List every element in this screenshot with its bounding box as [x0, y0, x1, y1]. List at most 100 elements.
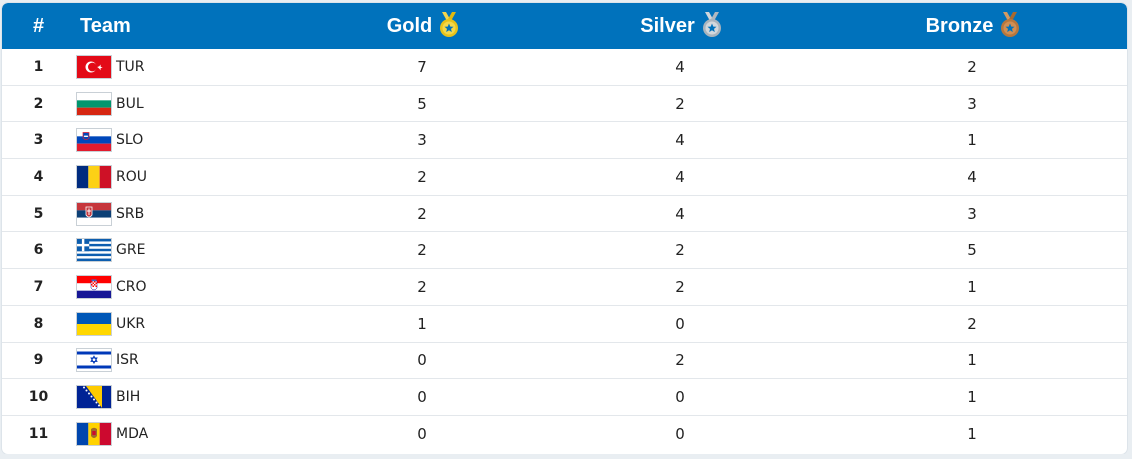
rank-cell: 2	[33, 95, 44, 112]
bronze-count: 1	[967, 388, 977, 407]
team-cell: ROU	[75, 165, 305, 188]
header-rank: #	[32, 14, 45, 37]
rank-cell: 10	[28, 389, 49, 406]
header-gold: Gold	[307, 12, 541, 39]
rank-cell: 4	[33, 168, 44, 185]
flag-israel-icon	[77, 349, 111, 372]
team-code: GRE	[116, 242, 146, 259]
flag-bosnia-icon	[77, 386, 111, 409]
silver-count: 0	[675, 388, 685, 407]
header-team-label: Team	[80, 14, 131, 37]
table-row[interactable]: 1 TUR 7 4 2	[2, 49, 1127, 86]
gold-count: 2	[417, 204, 427, 223]
team-cell: SLO	[75, 129, 305, 152]
gold-count: 2	[417, 167, 427, 186]
header-silver: Silver	[541, 12, 823, 39]
rank-cell: 6	[33, 242, 44, 259]
gold-medal-icon	[440, 12, 459, 37]
team-cell: GRE	[75, 239, 305, 262]
table-row[interactable]: 2 BUL 5 2 3	[2, 86, 1127, 123]
table-row[interactable]: 5 SRB 2 4 3	[2, 196, 1127, 233]
silver-count: 2	[675, 241, 685, 260]
table-row[interactable]: 3 SLO 3 4 1	[2, 122, 1127, 160]
team-cell: UKR	[75, 312, 305, 335]
silver-count: 4	[675, 204, 685, 223]
flag-romania-icon	[77, 165, 111, 188]
team-code: MDA	[116, 426, 149, 443]
team-cell: BIH	[75, 386, 305, 409]
silver-count: 2	[675, 277, 685, 296]
rank-cell: 5	[33, 205, 44, 222]
team-cell: MDA	[75, 423, 305, 446]
silver-count: 2	[675, 94, 685, 113]
gold-count: 2	[417, 277, 427, 296]
gold-count: 2	[417, 241, 427, 260]
gold-count: 0	[417, 351, 427, 370]
gold-count: 0	[417, 425, 427, 444]
table-row[interactable]: 11 MDA 0 0 1	[2, 416, 1127, 453]
table-row[interactable]: 10 BIH 0 0 1	[2, 379, 1127, 416]
team-code: SLO	[116, 132, 144, 149]
header-silver-label: Silver	[640, 14, 695, 37]
rank-cell: 9	[33, 352, 44, 369]
silver-count: 2	[675, 351, 685, 370]
table-row[interactable]: 6 GRE 2 2 5	[2, 232, 1127, 270]
table-body: 1 TUR 7 4 2 2	[2, 49, 1127, 453]
flag-serbia-icon	[77, 202, 111, 225]
team-cell: TUR	[75, 55, 305, 78]
bronze-count: 5	[967, 241, 977, 260]
team-code: ROU	[116, 168, 147, 185]
bronze-count: 3	[967, 204, 977, 223]
team-cell: ISR	[75, 349, 305, 372]
gold-count: 5	[417, 94, 427, 113]
bronze-count: 2	[967, 314, 977, 333]
header-bronze: Bronze	[823, 12, 1125, 39]
flag-croatia-icon	[77, 275, 111, 298]
flag-bulgaria-icon	[77, 92, 111, 115]
team-code: SRB	[116, 205, 145, 222]
gold-count: 3	[417, 131, 427, 150]
team-code: CRO	[116, 278, 147, 295]
rank-cell: 7	[33, 278, 44, 295]
flag-ukraine-icon	[77, 312, 111, 335]
team-code: BUL	[116, 95, 144, 112]
silver-count: 4	[675, 131, 685, 150]
header-bronze-label: Bronze	[925, 14, 994, 37]
flag-slovenia-icon	[77, 129, 111, 152]
team-code: BIH	[116, 389, 141, 406]
silver-count: 4	[675, 57, 685, 76]
team-cell: BUL	[75, 92, 305, 115]
bronze-count: 1	[967, 277, 977, 296]
flag-greece-icon	[77, 239, 111, 262]
team-code: TUR	[116, 58, 145, 75]
bronze-count: 3	[967, 94, 977, 113]
silver-count: 0	[675, 425, 685, 444]
rank-cell: 1	[33, 58, 44, 75]
medal-table: # Team Gold Silver Bron	[2, 3, 1127, 454]
gold-count: 7	[417, 57, 427, 76]
header-gold-label: Gold	[386, 14, 433, 37]
bronze-count: 4	[967, 167, 977, 186]
gold-count: 1	[417, 314, 427, 333]
rank-cell: 3	[33, 132, 44, 149]
silver-count: 4	[675, 167, 685, 186]
flag-turkey-icon	[77, 55, 111, 78]
team-cell: CRO	[75, 275, 305, 298]
team-code: ISR	[116, 352, 139, 369]
table-header: # Team Gold Silver Bron	[2, 3, 1127, 49]
table-row[interactable]: 9 ISR 0 2 1	[2, 343, 1127, 380]
table-row[interactable]: 4 ROU 2 4 4	[2, 159, 1127, 196]
page-bottom-strip	[0, 454, 1132, 459]
header-team: Team	[77, 15, 307, 38]
team-cell: SRB	[75, 202, 305, 225]
table-row[interactable]: 8 UKR 1 0 2	[2, 306, 1127, 343]
table-row[interactable]: 7 CRO 2 2 1	[2, 269, 1127, 306]
flag-moldova-icon	[77, 423, 111, 446]
gold-count: 0	[417, 388, 427, 407]
bronze-count: 2	[967, 57, 977, 76]
rank-cell: 11	[28, 426, 49, 443]
bronze-count: 1	[967, 425, 977, 444]
bronze-medal-icon	[1001, 12, 1020, 37]
rank-cell: 8	[33, 315, 44, 332]
silver-count: 0	[675, 314, 685, 333]
